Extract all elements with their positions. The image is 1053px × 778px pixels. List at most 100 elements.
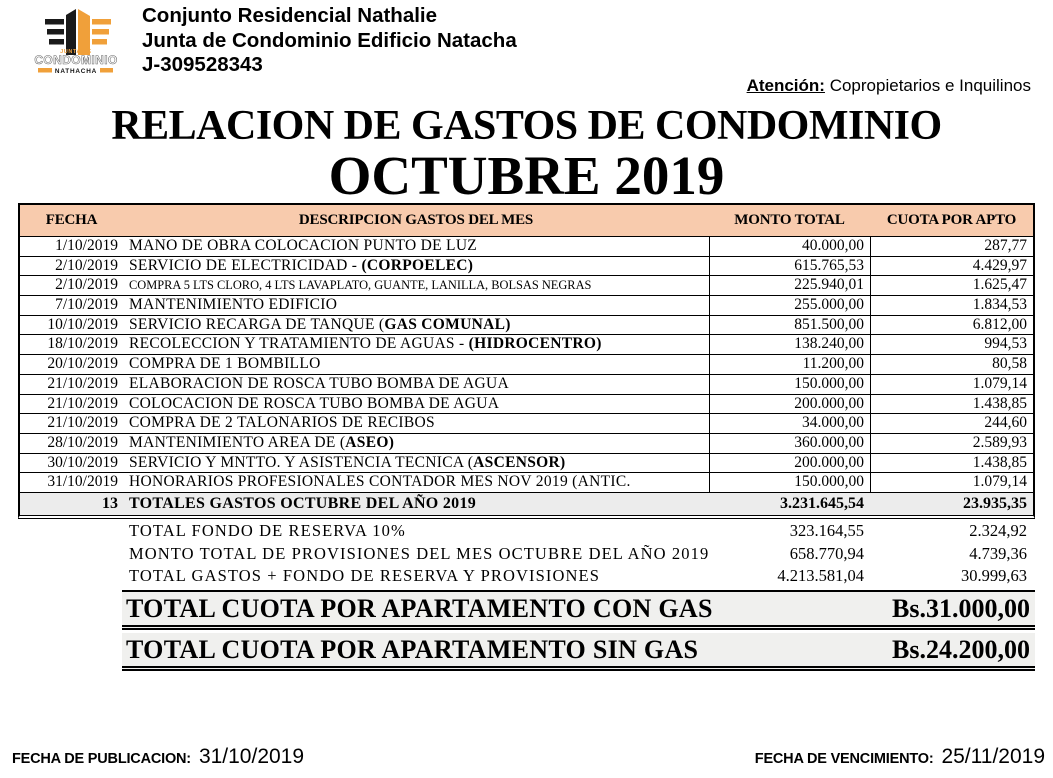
row-cuota-apto: 287,77 <box>870 237 1033 256</box>
row-description-segment: COLOCACION DE ROSCA TUBO BOMBA DE AGUA <box>129 394 500 412</box>
grand-total-label: TOTAL CUOTA POR APARTAMENTO CON GAS <box>126 593 713 623</box>
row-description-segment: (CORPOELEC) <box>361 256 474 274</box>
row-date: 1/10/2019 <box>55 237 118 254</box>
row-date: 20/10/2019 <box>47 355 118 373</box>
grand-total-row: TOTAL CUOTA POR APARTAMENTO SIN GAS Bs.24… <box>122 633 1035 671</box>
row-monto-total: 851.500,00 <box>709 315 870 335</box>
row-cuota-apto: 1.625,47 <box>870 276 1033 296</box>
row-description: MANO DE OBRA COLOCACION PUNTO DE LUZ <box>123 237 709 256</box>
table-row: 21/10/2019 COLOCACION DE ROSCA TUBO BOMBA… <box>20 394 1033 415</box>
row-description: COLOCACION DE ROSCA TUBO BOMBA DE AGUA <box>123 395 709 414</box>
due-date-label: FECHA DE VENCIMIENTO: <box>754 751 934 767</box>
row-description: SERVICIO RECARGA DE TANQUE (GAS COMUNAL) <box>123 316 709 335</box>
row-monto-total: 150.000,00 <box>709 374 870 394</box>
table-row: 10/10/2019 SERVICIO RECARGA DE TANQUE (GA… <box>20 315 1033 336</box>
summary-cuota: 2.324,92 <box>969 521 1027 540</box>
summary-monto: 4.213.581,04 <box>777 566 864 586</box>
row-description-segment: COMPRA DE 1 BOMBILLO <box>129 355 321 373</box>
row-date: 31/10/2019 <box>47 473 118 491</box>
row-monto-total: 150.000,00 <box>709 473 870 492</box>
table-row: 21/10/2019 ELABORACION DE ROSCA TUBO BOMB… <box>20 374 1033 395</box>
row-description: MANTENIMIENTO EDIFICIO <box>123 296 709 315</box>
summary-row: MONTO TOTAL DE PROVISIONES DEL MES OCTUB… <box>20 543 1033 566</box>
table-row: 7/10/2019 MANTENIMIENTO EDIFICIO 255.000,0… <box>20 296 1033 316</box>
row-date: 10/10/2019 <box>47 315 118 333</box>
row-date: 2/10/2019 <box>55 276 118 294</box>
row-description: MANTENIMIENTO AREA DE (ASEO) <box>123 434 709 453</box>
table-row: 21/10/2019 COMPRA DE 2 TALONARIOS DE RECI… <box>20 414 1033 434</box>
row-description: COMPRA DE 1 BOMBILLO <box>123 355 709 374</box>
totals-count: 13 <box>102 494 118 512</box>
logo-left-ornament <box>38 68 52 73</box>
table-header-row: FECHA DESCRIPCION GASTOS DEL MES MONTO TOT… <box>20 205 1033 237</box>
row-description: SERVICIO DE ELECTRICIDAD - (CORPOELEC) <box>123 257 709 276</box>
row-description-segment: (HIDROCENTRO) <box>468 335 602 353</box>
due-date-value: 25/11/2019 <box>941 745 1045 768</box>
row-date: 30/10/2019 <box>47 453 118 471</box>
row-monto-total: 40.000,00 <box>709 237 870 256</box>
row-description: ELABORACION DE ROSCA TUBO BOMBA DE AGUA <box>123 375 709 394</box>
summary-row: TOTAL FONDO DE RESERVA 10% 323.164,55 2.32… <box>20 520 1033 543</box>
summary-section: TOTAL FONDO DE RESERVA 10% 323.164,55 2.32… <box>20 520 1033 588</box>
row-cuota-apto: 1.438,85 <box>870 453 1033 473</box>
row-cuota-apto: 4.429,97 <box>870 256 1033 276</box>
footer: FECHA DE PUBLICACION: 31/10/2019 FECHA D… <box>12 745 1045 769</box>
row-description: RECOLECCION Y TRATAMIENTO DE AGUAS - (HI… <box>123 335 709 354</box>
row-description-segment: MANO DE OBRA COLOCACION PUNTO DE LUZ <box>129 237 478 254</box>
table-row: 2/10/2019 COMPRA 5 LTS CLORO, 4 LTS LAVAP… <box>20 276 1033 297</box>
summary-spacer <box>20 565 123 588</box>
attention-label: Atención: <box>746 76 825 95</box>
expense-rows: 1/10/2019 MANO DE OBRA COLOCACION PUNTO D… <box>20 237 1033 493</box>
publication-date-label: FECHA DE PUBLICACION: <box>12 751 191 767</box>
table-row: 18/10/2019 RECOLECCION Y TRATAMIENTO DE A… <box>20 335 1033 356</box>
summary-monto: 323.164,55 <box>789 521 864 540</box>
row-monto-total: 34.000,00 <box>709 414 870 433</box>
row-date: 18/10/2019 <box>47 335 118 353</box>
company-header: Conjunto Residencial Nathalie Junta de C… <box>142 4 517 78</box>
buildings-icon <box>45 9 111 55</box>
grand-total-value: Bs.31.000,00 <box>892 593 1030 623</box>
expense-table: FECHA DESCRIPCION GASTOS DEL MES MONTO TOT… <box>18 203 1035 519</box>
company-name: Conjunto Residencial Nathalie <box>142 4 438 27</box>
row-date: 2/10/2019 <box>55 256 118 274</box>
summary-label: TOTAL FONDO DE RESERVA 10% <box>129 521 406 540</box>
summary-row: TOTAL GASTOS + FONDO DE RESERVA Y PROVIS… <box>20 565 1033 588</box>
report-title: RELACION DE GASTOS DE CONDOMINIO OCTUBRE… <box>18 103 1035 203</box>
row-monto-total: 200.000,00 <box>709 394 870 414</box>
grand-total-value: Bs.24.200,00 <box>892 634 1030 664</box>
grand-total-label: TOTAL CUOTA POR APARTAMENTO SIN GAS <box>126 634 699 664</box>
row-monto-total: 138.240,00 <box>709 335 870 355</box>
row-cuota-apto: 1.834,53 <box>870 296 1033 315</box>
row-description-segment: RECOLECCION Y TRATAMIENTO DE AGUAS - <box>129 335 469 353</box>
totals-label: TOTALES GASTOS OCTUBRE DEL AÑO 2019 <box>129 494 477 512</box>
logo-nathacha-text: NATHACHA <box>55 68 97 75</box>
row-description: COMPRA DE 2 TALONARIOS DE RECIBOS <box>123 414 709 433</box>
row-cuota-apto: 1.079,14 <box>870 374 1033 394</box>
summary-cuota: 30.999,63 <box>961 566 1027 586</box>
row-description-segment: GAS COMUNAL) <box>384 315 511 333</box>
row-description: SERVICIO Y MNTTO. Y ASISTENCIA TECNICA (… <box>123 454 709 473</box>
row-cuota-apto: 244,60 <box>870 414 1033 433</box>
row-description-segment: MANTENIMIENTO AREA DE ( <box>129 433 346 451</box>
row-cuota-apto: 1.438,85 <box>870 394 1033 414</box>
summary-label: TOTAL GASTOS + FONDO DE RESERVA Y PROVIS… <box>129 566 601 586</box>
grand-total-section: TOTAL CUOTA POR APARTAMENTO CON GAS Bs.31… <box>122 590 1035 671</box>
table-row: 30/10/2019 SERVICIO Y MNTTO. Y ASISTENCIA… <box>20 453 1033 474</box>
logo-right-ornament <box>100 68 113 73</box>
totals-cuota: 23.935,35 <box>963 494 1027 512</box>
row-date: 21/10/2019 <box>47 374 118 392</box>
attention-line: Atención: Copropietarios e Inquilinos <box>747 76 1031 96</box>
logo-junta-de-text: JUNTA DE <box>60 49 92 55</box>
row-description: COMPRA 5 LTS CLORO, 4 LTS LAVAPLATO, GUA… <box>123 276 709 295</box>
column-header-1: DESCRIPCION GASTOS DEL MES <box>298 212 534 228</box>
row-monto-total: 615.765,53 <box>709 256 870 276</box>
row-cuota-apto: 2.589,93 <box>870 433 1033 453</box>
logo-condominio-text: CONDOMINIO <box>34 53 117 67</box>
row-description-segment: HONORARIOS PROFESIONALES CONTADOR MES NO… <box>129 473 631 491</box>
due-date-group: FECHA DE VENCIMIENTO: 25/11/2019 <box>755 745 1045 769</box>
table-row: 20/10/2019 COMPRA DE 1 BOMBILLO 11.200,00 8… <box>20 355 1033 375</box>
attention-text: Copropietarios e Inquilinos <box>829 76 1031 95</box>
summary-monto: 658.770,94 <box>789 543 864 563</box>
row-description-segment: SERVICIO DE ELECTRICIDAD - <box>129 256 362 274</box>
